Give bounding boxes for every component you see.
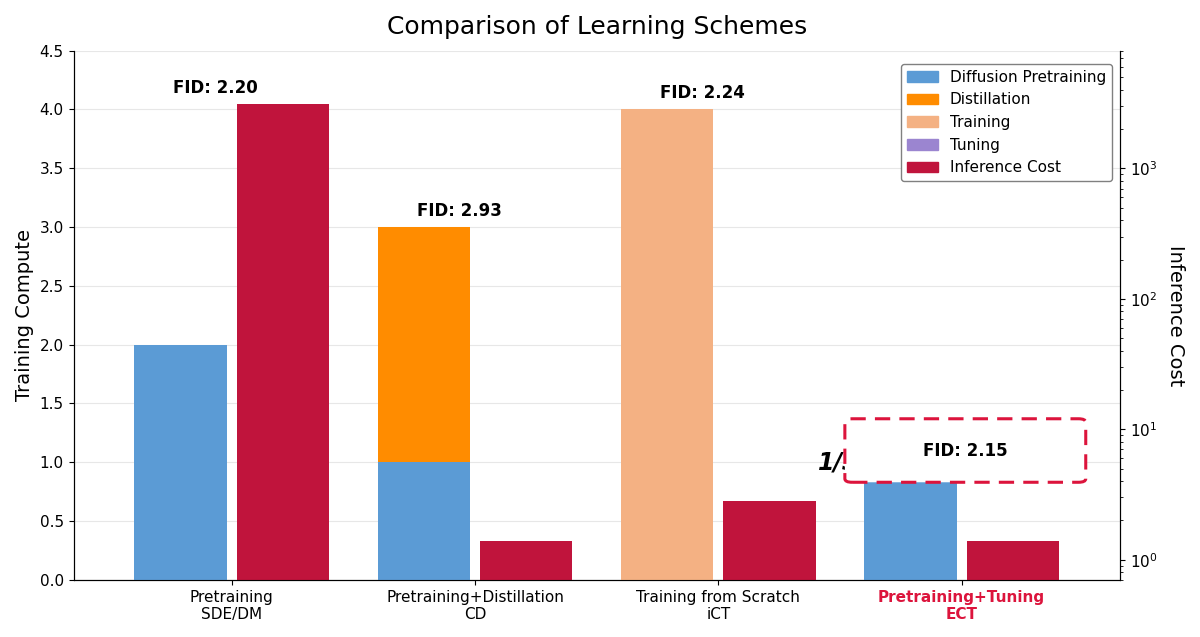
Bar — [378, 462, 470, 580]
Bar — [864, 462, 956, 477]
Y-axis label: Inference Cost: Inference Cost — [1166, 245, 1186, 386]
Text: FID: 2.24: FID: 2.24 — [660, 85, 745, 103]
Text: FID: 2.93: FID: 2.93 — [416, 202, 502, 220]
Bar — [966, 541, 1058, 580]
Bar — [724, 501, 816, 580]
Y-axis label: Training Compute: Training Compute — [16, 229, 34, 401]
Text: FID: 2.15: FID: 2.15 — [923, 441, 1008, 459]
Bar — [622, 110, 714, 580]
Bar — [480, 541, 572, 580]
Bar — [378, 227, 470, 462]
Text: FID: 2.20: FID: 2.20 — [173, 78, 258, 97]
FancyBboxPatch shape — [845, 419, 1086, 482]
Text: 1/32: 1/32 — [818, 450, 876, 475]
Bar — [134, 345, 227, 580]
Title: Comparison of Learning Schemes: Comparison of Learning Schemes — [386, 15, 806, 39]
Legend: Diffusion Pretraining, Distillation, Training, Tuning, Inference Cost: Diffusion Pretraining, Distillation, Tra… — [901, 64, 1112, 182]
Bar — [864, 477, 956, 580]
Bar — [236, 104, 329, 580]
